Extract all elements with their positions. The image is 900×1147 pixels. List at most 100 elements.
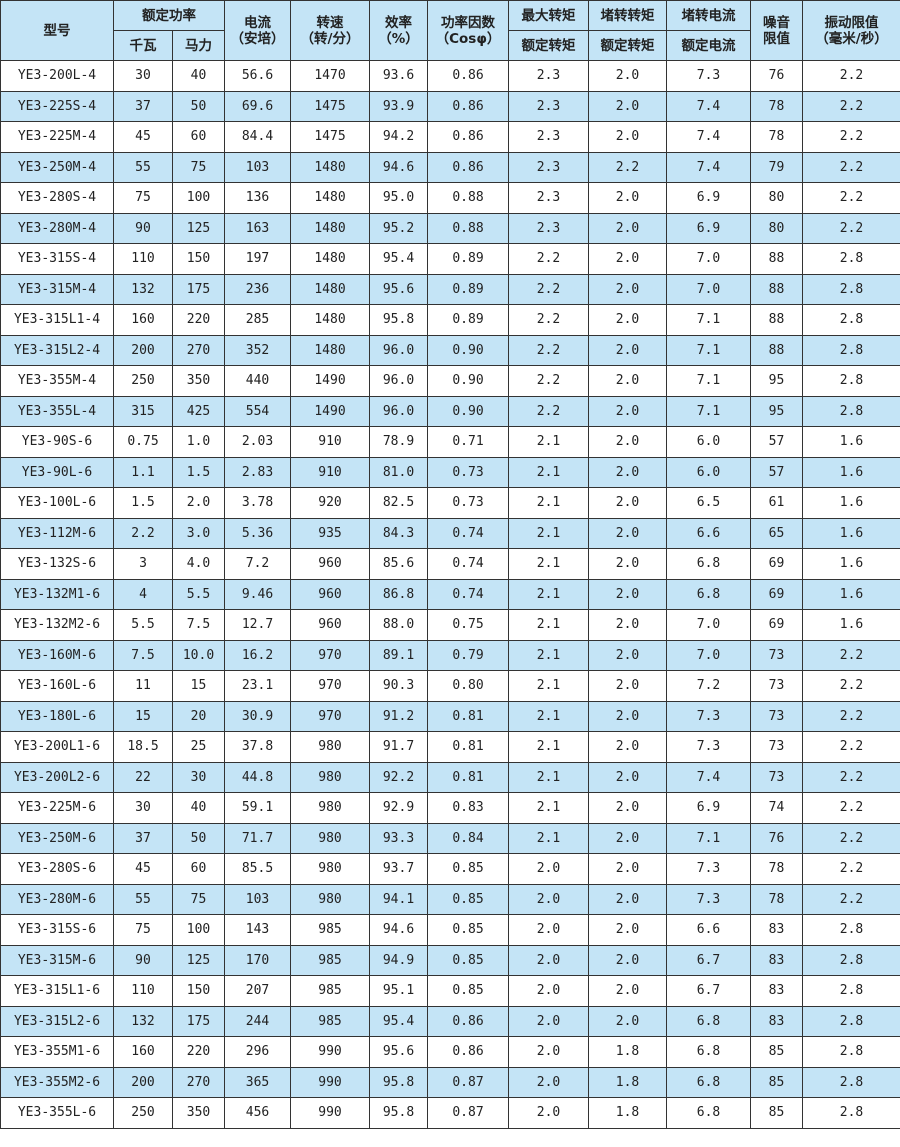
cell-efficiency: 94.1	[369, 883, 428, 915]
cell-noise: 95	[750, 395, 803, 427]
cell-locked-torque: 2.0	[588, 273, 667, 305]
cell-max-torque: 2.1	[508, 670, 589, 702]
cell-hp: 1.5	[172, 456, 225, 488]
cell-locked-current: 7.3	[666, 731, 751, 763]
cell-locked-torque: 2.0	[588, 487, 667, 519]
cell-locked-torque: 2.0	[588, 426, 667, 458]
cell-speed: 990	[290, 1097, 370, 1129]
cell-model: YE3-355M1-6	[0, 1036, 114, 1068]
cell-kw: 37	[113, 90, 173, 122]
cell-power-factor: 0.86	[427, 90, 509, 122]
cell-max-torque: 2.1	[508, 517, 589, 549]
cell-power-factor: 0.87	[427, 1066, 509, 1098]
table-row: YE3-132M1-6 4 5.5 9.46 960 86.8 0.74 2.1 2.0 6.8 6…	[0, 578, 900, 610]
cell-kw: 200	[113, 334, 173, 366]
cell-efficiency: 95.6	[369, 273, 428, 305]
cell-efficiency: 88.0	[369, 609, 428, 641]
cell-model: YE3-280S-6	[0, 853, 114, 885]
cell-locked-current: 7.0	[666, 273, 751, 305]
cell-power-factor: 0.81	[427, 731, 509, 763]
cell-efficiency: 96.0	[369, 395, 428, 427]
cell-locked-torque: 2.0	[588, 700, 667, 732]
header-noise: 噪音 限值	[750, 0, 803, 61]
cell-noise: 85	[750, 1097, 803, 1129]
cell-noise: 69	[750, 609, 803, 641]
cell-model: YE3-132M1-6	[0, 578, 114, 610]
cell-current: 170	[224, 944, 291, 976]
cell-current: 56.6	[224, 60, 291, 92]
cell-locked-current: 6.8	[666, 1005, 751, 1037]
cell-max-torque: 2.0	[508, 1036, 589, 1068]
cell-model: YE3-280S-4	[0, 182, 114, 214]
cell-efficiency: 93.3	[369, 822, 428, 854]
cell-efficiency: 91.7	[369, 731, 428, 763]
cell-power-factor: 0.85	[427, 853, 509, 885]
cell-model: YE3-132S-6	[0, 548, 114, 580]
cell-speed: 980	[290, 853, 370, 885]
cell-current: 2.03	[224, 426, 291, 458]
cell-locked-torque: 2.0	[588, 456, 667, 488]
cell-model: YE3-315S-6	[0, 914, 114, 946]
header-power-factor: 功率因数 （Cosφ）	[427, 0, 509, 61]
cell-hp: 220	[172, 304, 225, 336]
header-max-torque-bottom: 额定转矩	[508, 30, 589, 61]
table-row: YE3-280M-6 55 75 103 980 94.1 0.85 2.0 2.0 7.3 78 2…	[0, 883, 900, 915]
table-row: YE3-355M1-6 160 220 296 990 95.6 0.86 2.0 1.8 6.8…	[0, 1036, 900, 1068]
cell-speed: 1490	[290, 365, 370, 397]
cell-vibration: 2.8	[802, 914, 900, 946]
cell-model: YE3-100L-6	[0, 487, 114, 519]
cell-noise: 78	[750, 883, 803, 915]
cell-noise: 83	[750, 1005, 803, 1037]
cell-locked-torque: 2.0	[588, 914, 667, 946]
table-row: YE3-132S-6 3 4.0 7.2 960 85.6 0.74 2.1 2.0 6.8 69 1…	[0, 548, 900, 580]
cell-locked-torque: 2.0	[588, 517, 667, 549]
cell-model: YE3-132M2-6	[0, 609, 114, 641]
cell-max-torque: 2.2	[508, 304, 589, 336]
table-row: YE3-160M-6 7.5 10.0 16.2 970 89.1 0.79 2.1 2.0 7.…	[0, 639, 900, 671]
cell-model: YE3-250M-4	[0, 151, 114, 183]
table-row: YE3-315M-4 132 175 236 1480 95.6 0.89 2.2 2.0 7.0…	[0, 273, 900, 305]
cell-vibration: 1.6	[802, 487, 900, 519]
cell-kw: 75	[113, 914, 173, 946]
header-locked-torque-top: 堵转转矩	[588, 0, 667, 31]
cell-efficiency: 89.1	[369, 639, 428, 671]
cell-efficiency: 94.6	[369, 151, 428, 183]
cell-model: YE3-200L-4	[0, 60, 114, 92]
table-row: YE3-280S-6 45 60 85.5 980 93.7 0.85 2.0 2.0 7.3 78…	[0, 853, 900, 885]
cell-model: YE3-180L-6	[0, 700, 114, 732]
cell-model: YE3-200L2-6	[0, 761, 114, 793]
cell-efficiency: 78.9	[369, 426, 428, 458]
cell-noise: 73	[750, 700, 803, 732]
cell-locked-torque: 2.0	[588, 822, 667, 854]
cell-hp: 10.0	[172, 639, 225, 671]
cell-vibration: 2.8	[802, 1097, 900, 1129]
cell-max-torque: 2.3	[508, 60, 589, 92]
cell-noise: 69	[750, 578, 803, 610]
cell-locked-current: 7.4	[666, 121, 751, 153]
cell-locked-current: 6.8	[666, 548, 751, 580]
cell-power-factor: 0.85	[427, 914, 509, 946]
cell-speed: 1470	[290, 60, 370, 92]
cell-speed: 1475	[290, 121, 370, 153]
cell-power-factor: 0.85	[427, 883, 509, 915]
cell-efficiency: 95.4	[369, 243, 428, 275]
cell-locked-current: 6.5	[666, 487, 751, 519]
cell-kw: 30	[113, 60, 173, 92]
table-row: YE3-225M-4 45 60 84.4 1475 94.2 0.86 2.3 2.0 7.4 7…	[0, 121, 900, 153]
header-speed: 转速 （转/分）	[290, 0, 370, 61]
cell-max-torque: 2.0	[508, 1066, 589, 1098]
cell-model: YE3-90S-6	[0, 426, 114, 458]
cell-hp: 40	[172, 60, 225, 92]
cell-hp: 3.0	[172, 517, 225, 549]
cell-locked-torque: 2.0	[588, 90, 667, 122]
cell-power-factor: 0.73	[427, 456, 509, 488]
cell-max-torque: 2.3	[508, 182, 589, 214]
cell-speed: 1480	[290, 151, 370, 183]
cell-kw: 4	[113, 578, 173, 610]
table-row: YE3-315L2-6 132 175 244 985 95.4 0.86 2.0 2.0 6.8…	[0, 1005, 900, 1037]
cell-vibration: 2.8	[802, 1005, 900, 1037]
cell-locked-current: 6.9	[666, 792, 751, 824]
cell-locked-current: 6.8	[666, 1066, 751, 1098]
cell-speed: 920	[290, 487, 370, 519]
table-row: YE3-100L-6 1.5 2.0 3.78 920 82.5 0.73 2.1 2.0 6.5…	[0, 487, 900, 519]
